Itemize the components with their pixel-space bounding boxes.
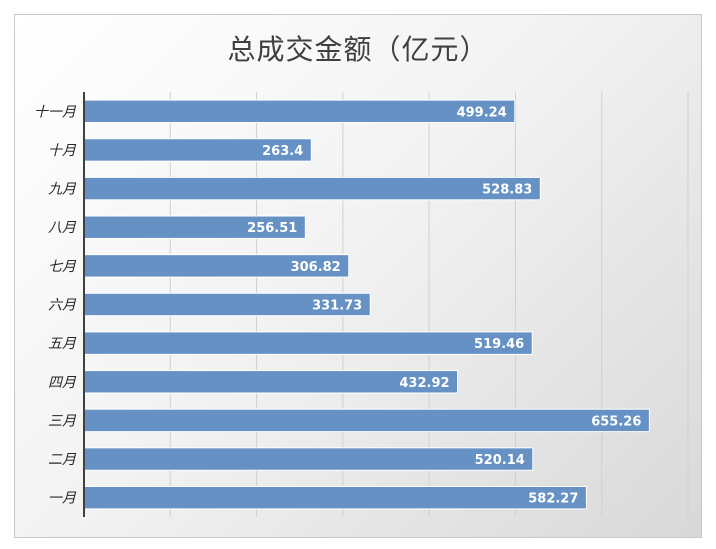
data-label: 528.83 [482,183,532,198]
category-tick-label: 四月 [48,375,77,391]
bar [83,176,541,201]
category-tick-label: 五月 [48,336,77,352]
bar [83,331,533,355]
data-label: 582.27 [528,492,578,507]
bar [83,447,534,471]
bar [83,99,516,124]
category-labels: 一月 二月 三月 四月 五月 六月 七月 八月 九月 十月 十一月 [34,104,77,506]
category-tick-label: 七月 [48,259,77,275]
chart-title: 总成交金额（亿元） [227,33,489,66]
data-label: 432.92 [399,376,449,391]
data-label: 331.73 [312,299,362,314]
category-tick-label: 九月 [48,182,77,198]
data-label: 519.46 [474,337,524,352]
data-label: 499.24 [457,105,507,120]
data-label: 306.82 [291,260,341,275]
category-tick-label: 六月 [48,298,77,314]
category-tick-label: 十一月 [34,104,77,120]
data-label: 263.4 [262,144,303,159]
category-tick-label: 十月 [48,143,77,159]
data-labels: 582.27 520.14 655.26 432.92 519.46 331.73 306.… [247,105,641,506]
data-label: 655.26 [591,414,641,429]
data-label: 256.51 [247,221,297,236]
data-label: 520.14 [475,453,525,468]
category-tick-label: 三月 [48,413,77,429]
bar [83,485,587,510]
category-tick-label: 二月 [48,452,77,468]
bar [83,408,650,433]
category-tick-label: 八月 [48,220,77,236]
bars [83,99,650,510]
category-tick-label: 一月 [48,491,77,507]
